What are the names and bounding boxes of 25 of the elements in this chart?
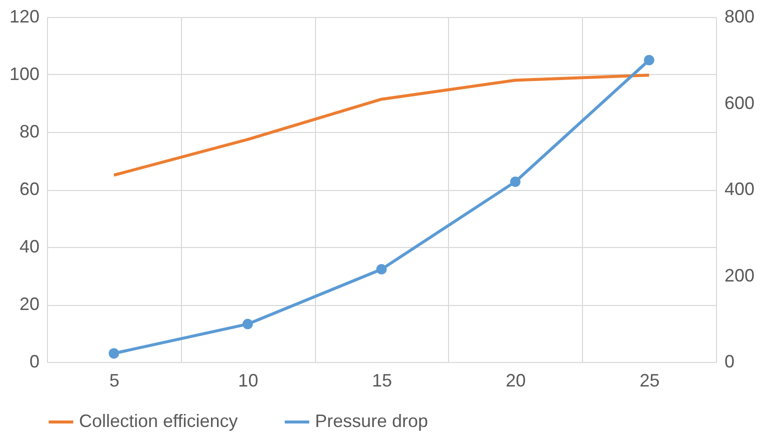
y-tick-label: 80 xyxy=(19,122,40,142)
legend-label: Collection efficiency xyxy=(79,411,238,431)
x-tick-label: 25 xyxy=(640,370,660,390)
point xyxy=(644,54,654,66)
x-tick-label: 15 xyxy=(372,370,392,390)
y-tick-label: 0 xyxy=(29,352,40,372)
y2-tick-label: 400 xyxy=(724,179,755,199)
point xyxy=(108,348,120,359)
y-tick-label: 40 xyxy=(19,236,40,256)
point xyxy=(242,318,253,330)
legend-label: Pressure drop xyxy=(315,411,428,431)
point xyxy=(510,176,521,187)
x-tick-label: 20 xyxy=(506,370,526,390)
x-tick-label: 10 xyxy=(238,370,258,390)
y2-tick-label: 600 xyxy=(724,92,755,113)
y-tick-label: 120 xyxy=(9,6,40,26)
x-tick-label: 5 xyxy=(109,370,120,390)
y2-tick-label: 200 xyxy=(724,265,755,286)
y-tick-label: 20 xyxy=(19,294,40,314)
y2-tick-label: 800 xyxy=(724,6,755,26)
point xyxy=(376,264,387,275)
y-tick-label: 100 xyxy=(9,64,40,84)
y2-tick-label: 0 xyxy=(724,352,735,372)
line-series xyxy=(112,74,651,177)
y-tick-label: 60 xyxy=(19,179,40,199)
